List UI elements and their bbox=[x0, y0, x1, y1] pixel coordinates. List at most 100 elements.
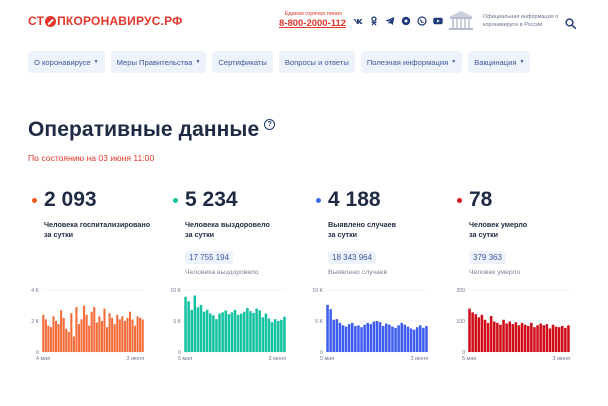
chart-bar bbox=[264, 313, 268, 352]
chart-bar bbox=[193, 295, 197, 352]
nav-vaccination[interactable]: Вакцинация ▼ bbox=[468, 51, 531, 73]
stat-recovered: 5 234 Человека выздоровело за сутки 17 7… bbox=[173, 188, 315, 276]
nav-label: О коронавирусе bbox=[34, 57, 91, 67]
ok-icon[interactable] bbox=[368, 15, 379, 26]
chart-bar bbox=[249, 311, 252, 352]
site-header: СТ ПКОРОНАВИРУС.РФ Единая горячая линия … bbox=[0, 0, 608, 44]
nav-about-coronavirus[interactable]: О коронавирусе ▼ bbox=[28, 51, 105, 73]
search-icon[interactable] bbox=[565, 16, 577, 30]
chart-bar bbox=[218, 313, 221, 352]
chart-bar bbox=[357, 325, 360, 352]
chart-bar bbox=[557, 327, 561, 352]
stat-total-label: Выявлено случаев bbox=[328, 269, 388, 276]
chart-bar bbox=[480, 314, 484, 352]
chart-bar bbox=[44, 319, 47, 352]
chart-bar bbox=[381, 325, 385, 352]
chart-bar bbox=[425, 325, 428, 352]
vk-icon[interactable] bbox=[352, 15, 363, 26]
chart-bar bbox=[136, 316, 139, 352]
chart-bar bbox=[209, 313, 212, 352]
chart-bar bbox=[419, 325, 422, 352]
youtube-icon[interactable] bbox=[432, 15, 443, 26]
nav-useful-info[interactable]: Полезная информация ▼ bbox=[360, 51, 463, 73]
chart-bar bbox=[351, 322, 354, 352]
chart-bar bbox=[233, 309, 237, 352]
help-icon[interactable]: ? bbox=[264, 119, 276, 130]
hotline-number[interactable]: 8-800-2000-112 bbox=[279, 18, 347, 29]
chart-bar bbox=[75, 307, 78, 352]
chart-y-tick-label: 0 bbox=[178, 350, 181, 356]
chart-bar bbox=[332, 319, 335, 352]
chart-bar bbox=[530, 322, 533, 352]
nav-faq[interactable]: Вопросы и ответы bbox=[278, 51, 355, 73]
chart-bar bbox=[42, 314, 45, 352]
chart-bar bbox=[111, 317, 114, 352]
stop-logo-icon bbox=[45, 15, 57, 27]
chart-bar bbox=[548, 328, 552, 352]
stat-deaths: 78 Человек умерло за сутки 379 363 Челов… bbox=[457, 188, 599, 276]
status-dot-icon bbox=[32, 198, 37, 203]
chart-bar bbox=[273, 319, 277, 352]
chart-bar bbox=[397, 325, 400, 352]
chart-bar bbox=[468, 308, 471, 352]
stat-total-badge: 17 755 194 bbox=[185, 251, 234, 264]
chart-bar bbox=[422, 327, 425, 352]
chart-bar bbox=[567, 325, 570, 352]
chart-bar bbox=[118, 319, 121, 352]
chart-x-tick-label: 5 мая bbox=[320, 356, 334, 362]
chart-bar bbox=[493, 321, 496, 352]
chart-bar bbox=[57, 324, 60, 352]
settings-icon[interactable] bbox=[400, 15, 411, 26]
chevron-down-icon: ▼ bbox=[93, 59, 99, 65]
nav-label: Вопросы и ответы bbox=[284, 57, 349, 67]
nav-government-measures[interactable]: Меры Правительства ▼ bbox=[110, 51, 207, 73]
chevron-down-icon: ▼ bbox=[519, 59, 525, 65]
chart-x-tick-label: 5 мая bbox=[178, 356, 192, 362]
chart-bar bbox=[354, 325, 357, 352]
stat-desc-line: за сутки bbox=[469, 230, 499, 239]
chart-bar bbox=[62, 317, 65, 352]
chart-bar bbox=[202, 311, 206, 352]
status-dot-icon bbox=[316, 198, 321, 203]
chart-bar bbox=[134, 325, 137, 352]
stat-value: 4 188 bbox=[328, 188, 381, 211]
government-info-text: Официальная информация о коронавирусе в … bbox=[483, 14, 559, 28]
chart-bar bbox=[499, 324, 502, 352]
chart-bar bbox=[65, 328, 68, 352]
site-logo[interactable]: СТ ПКОРОНАВИРУС.РФ bbox=[28, 13, 183, 29]
deaths-chart: 200 100 0 5 мая 3 июня bbox=[454, 284, 576, 369]
chevron-down-icon: ▼ bbox=[195, 59, 201, 65]
chart-bar bbox=[103, 308, 106, 352]
chart-bar bbox=[83, 305, 86, 352]
chart-bar bbox=[239, 313, 243, 352]
chart-y-tick-label: 0 bbox=[320, 350, 323, 356]
government-emblem-icon[interactable] bbox=[447, 9, 475, 33]
chart-bar bbox=[533, 327, 536, 352]
chart-bar bbox=[412, 329, 416, 352]
stat-total-label: Человек умерло bbox=[469, 269, 521, 276]
stat-value: 2 093 bbox=[44, 188, 97, 211]
chart-bar bbox=[502, 319, 505, 352]
chart-bar bbox=[88, 325, 91, 352]
chevron-down-icon: ▼ bbox=[451, 59, 457, 65]
chart-bar bbox=[212, 315, 215, 352]
chart-bar bbox=[554, 326, 558, 352]
stat-hospitalized: 2 093 Человека госпитализировано за сутк… bbox=[32, 188, 174, 240]
chart-bar bbox=[489, 316, 493, 352]
chart-bar bbox=[409, 328, 413, 352]
stat-desc-line: за сутки bbox=[185, 230, 215, 239]
chart-x-tick-label: 3 июня bbox=[269, 356, 287, 362]
chart-x-tick-label: 3 июня bbox=[553, 356, 571, 362]
chart-bar bbox=[80, 319, 83, 352]
chart-bar bbox=[113, 324, 116, 352]
chart-bar bbox=[105, 327, 109, 352]
viber-icon[interactable] bbox=[416, 15, 427, 26]
nav-certificates[interactable]: Сертификаты bbox=[212, 51, 273, 73]
chart-bar bbox=[496, 322, 499, 352]
stat-description: Человек умерло за сутки bbox=[469, 220, 599, 240]
chart-bar bbox=[326, 304, 329, 352]
stat-desc-line: Человек умерло bbox=[469, 220, 528, 229]
chart-bar bbox=[403, 324, 407, 352]
chart-bar bbox=[131, 319, 134, 352]
telegram-icon[interactable] bbox=[384, 15, 395, 26]
